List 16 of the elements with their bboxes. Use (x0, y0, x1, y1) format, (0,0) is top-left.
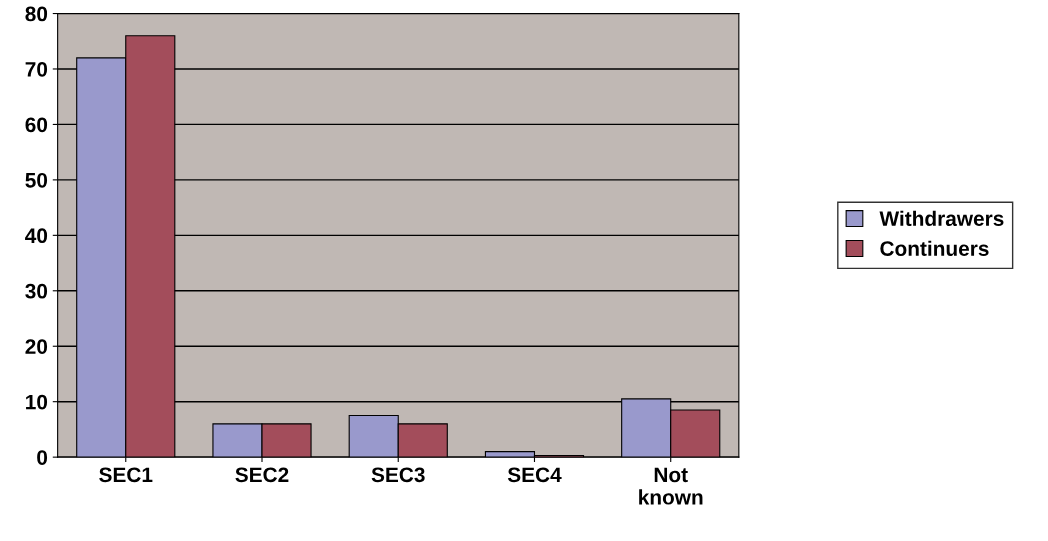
x-tick-label: SEC1 (99, 467, 153, 483)
x-tick-label: SEC2 (235, 467, 289, 483)
y-tick-label: 40 (25, 228, 48, 244)
legend-label: Continuers (880, 240, 989, 256)
x-tick-label: Not known (639, 467, 703, 505)
y-tick-label: 70 (25, 61, 48, 77)
x-tick-label: SEC4 (507, 467, 562, 483)
y-tick-label: 60 (25, 117, 48, 133)
y-tick-label: 20 (25, 339, 48, 354)
y-tick-label: 0 (37, 450, 48, 465)
x-tick-label: SEC3 (371, 467, 425, 483)
y-tick-label: 50 (25, 172, 48, 188)
y-tick-label: 80 (25, 6, 48, 22)
y-tick-label: 30 (25, 283, 48, 299)
y-tick-label: 10 (26, 394, 48, 410)
legend-label: Withdrawers (879, 210, 1004, 227)
